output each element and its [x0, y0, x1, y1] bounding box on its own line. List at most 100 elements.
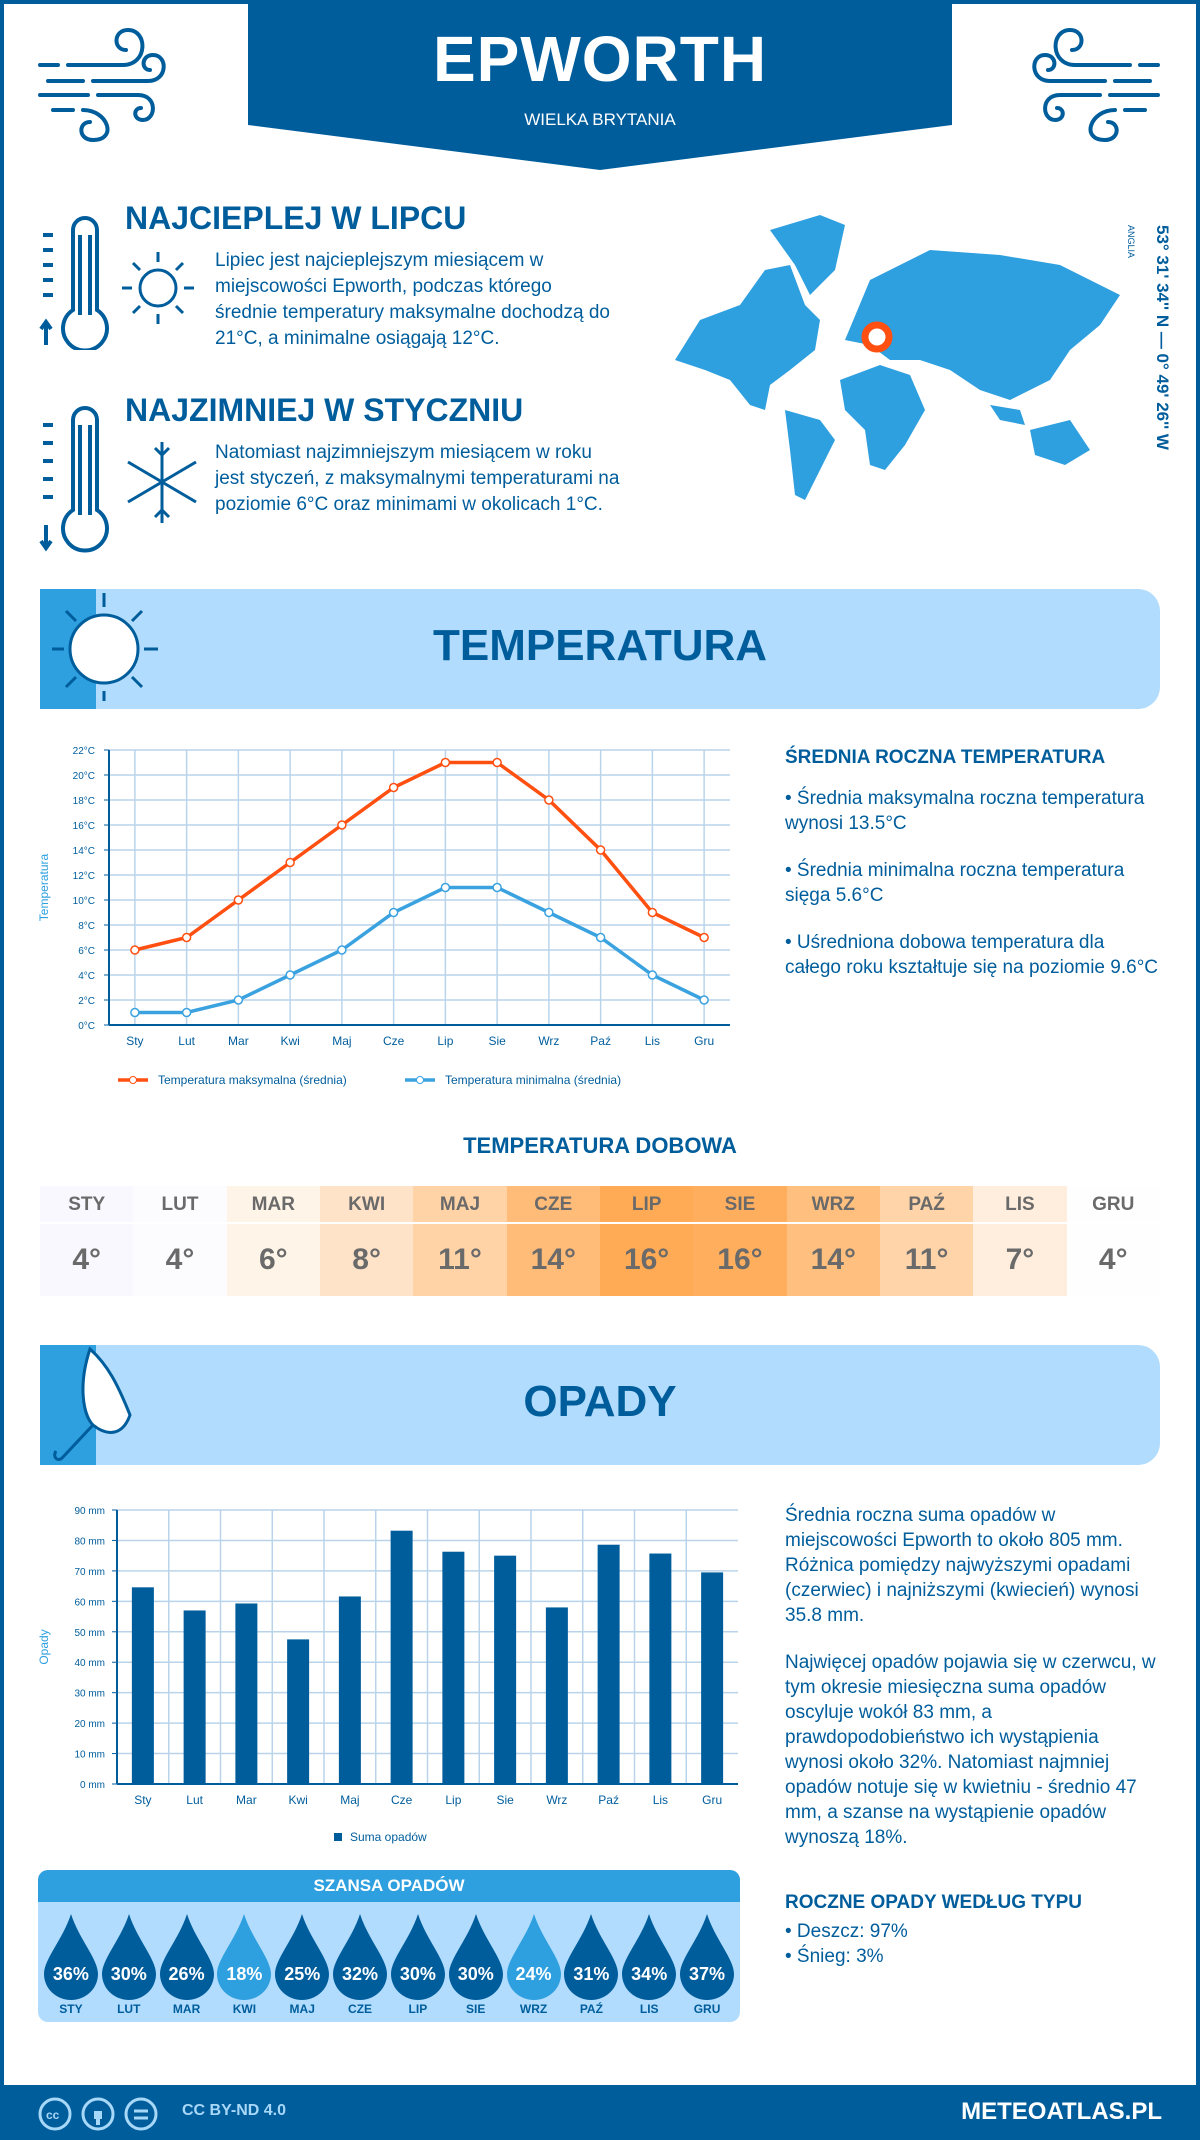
y-axis-label: Opady [37, 1629, 51, 1664]
raindrop-icon [680, 1914, 735, 2000]
chance-title: SZANSA OPADÓW [38, 1870, 740, 1902]
precipitation-chance-panel: SZANSA OPADÓW 36% STY 30% LUT 26% MAR 18% KWI 25… [38, 1870, 740, 2022]
x-tick-label: Maj [340, 1793, 359, 1807]
data-point [699, 932, 709, 943]
data-point [699, 995, 709, 1005]
y-tick-label: 8°C [78, 921, 95, 932]
y-tick-label: 20 mm [74, 1719, 105, 1730]
legend-label: Temperatura minimalna (średnia) [445, 1073, 621, 1087]
umbrella-icon [53, 1346, 132, 1461]
y-tick-label: 16°C [73, 821, 95, 832]
x-tick-label: Sie [488, 1034, 506, 1048]
precipitation-paragraph: Najwięcej opadów pojawia się w czerwcu, … [785, 1652, 1156, 1848]
y-tick-label: 22°C [73, 746, 95, 757]
precipitation-type-heading: ROCZNE OPADY WEDŁUG TYPU [785, 1892, 1082, 1913]
daily-month: GRU [1066, 1186, 1160, 1224]
data-point [181, 932, 192, 943]
temperature-bullet: • Uśredniona dobowa temperatura dla całe… [785, 932, 1159, 978]
y-tick-label: 0 mm [80, 1780, 105, 1791]
data-point [595, 845, 606, 855]
x-tick-label: Lis [653, 1793, 668, 1807]
data-point [544, 795, 554, 805]
daily-cell: WRZ 14° [786, 1186, 880, 1296]
x-tick-label: Sty [126, 1034, 143, 1048]
y-tick-label: 80 mm [74, 1536, 105, 1547]
warmest-heading: NAJCIEPLEJ W LIPCU [125, 200, 467, 236]
precipitation-banner: OPADY [40, 1345, 1160, 1465]
data-point [647, 907, 658, 918]
chance-month: KWI [232, 2002, 257, 2016]
temperature-summary: ŚREDNIA ROCZNA TEMPERATURA • Średnia mak… [785, 745, 1160, 1002]
chance-value: 31% [573, 1964, 610, 1984]
series-line [134, 885, 705, 1015]
y-tick-label: 0°C [78, 1021, 95, 1032]
daily-value: 11° [904, 1243, 949, 1276]
bar [287, 1639, 310, 1784]
x-tick-label: Wrz [546, 1793, 567, 1807]
raindrop-icon [101, 1914, 156, 2000]
data-point [130, 1007, 140, 1018]
chance-month: PAŹ [579, 2002, 603, 2016]
site-link[interactable]: METEOATLAS.PL [961, 2098, 1162, 2125]
x-tick-label: Sie [496, 1793, 514, 1807]
daily-cell: SIE 16° [693, 1186, 787, 1296]
precipitation-paragraph: Średnia roczna suma opadów w miejscowośc… [785, 1505, 1139, 1626]
chance-drop: 30% LUT [100, 1902, 158, 2020]
x-tick-label: Paź [590, 1034, 611, 1048]
data-point [337, 945, 347, 955]
raindrop-icon [390, 1914, 445, 2000]
bar [649, 1553, 672, 1784]
chance-month: CZE [348, 2002, 373, 2016]
data-point [337, 820, 347, 830]
chance-drop: 30% SIE [447, 1902, 505, 2020]
x-tick-label: Mar [236, 1793, 257, 1807]
x-tick-label: Paź [598, 1793, 619, 1807]
chance-month: LIP [408, 2002, 428, 2016]
y-tick-label: 60 mm [74, 1597, 105, 1608]
temperature-summary-heading: ŚREDNIA ROCZNA TEMPERATURA [785, 747, 1106, 768]
sun-icon [52, 593, 158, 701]
raindrop-icon [564, 1914, 619, 2000]
chance-value: 37% [689, 1964, 726, 1984]
type-rain: • Deszcz: 97% [785, 1921, 908, 1942]
type-snow: • Śnieg: 3% [785, 1946, 884, 1967]
y-tick-label: 14°C [73, 846, 95, 857]
daily-value: 16° [623, 1243, 670, 1276]
city-title: EPWORTH [432, 23, 768, 95]
data-point [130, 945, 140, 955]
data-point [647, 970, 658, 980]
chance-drop: 26% MAR [158, 1902, 216, 2020]
chance-month: MAR [172, 2002, 201, 2016]
x-tick-label: Kwi [288, 1793, 307, 1807]
data-point [544, 907, 554, 918]
daily-month: LIS [973, 1186, 1067, 1224]
y-tick-label: 20°C [73, 771, 95, 782]
sun-icon [122, 252, 194, 324]
bar [494, 1555, 517, 1784]
data-point [595, 932, 606, 943]
footer: cc CC BY-ND 4.0 METEOATLAS.PL [0, 2085, 1200, 2140]
data-point [285, 970, 295, 980]
daily-cell: KWI 8° [319, 1186, 414, 1296]
x-tick-label: Sty [134, 1793, 151, 1807]
temperature-banner: TEMPERATURA [40, 589, 1160, 709]
chance-drop: 18% KWI [215, 1902, 273, 2020]
daily-title: TEMPERATURA DOBOWA [463, 1133, 737, 1158]
chance-value: 30% [457, 1964, 494, 1984]
y-tick-label: 70 mm [74, 1567, 105, 1578]
daily-month: MAR [226, 1186, 320, 1224]
chance-month: MAJ [289, 2002, 315, 2016]
header-banner [248, 0, 952, 170]
temperature-chart: 0°C 2°C 4°C 6°C 8°C 10°C 12°C 14°C 16°C 18°C 20°C 2… [37, 746, 730, 1087]
y-axis-label: Temperatura [37, 853, 51, 921]
x-tick-label: Gru [694, 1034, 714, 1048]
x-tick-label: Lut [178, 1034, 195, 1048]
daily-temperature-table: STY 4° LUT 4° MAR 6° KWI 8° MAJ 11° CZE 14° LIP 16° SI… [40, 1186, 1160, 1296]
legend-label: Temperatura maksymalna (średnia) [158, 1073, 347, 1087]
daily-value: 14° [810, 1243, 856, 1276]
x-tick-label: Lip [445, 1793, 461, 1807]
chance-value: 30% [110, 1964, 147, 1984]
chance-month: LUT [117, 2002, 141, 2016]
bar [442, 1551, 465, 1784]
daily-value: 7° [1005, 1243, 1035, 1276]
